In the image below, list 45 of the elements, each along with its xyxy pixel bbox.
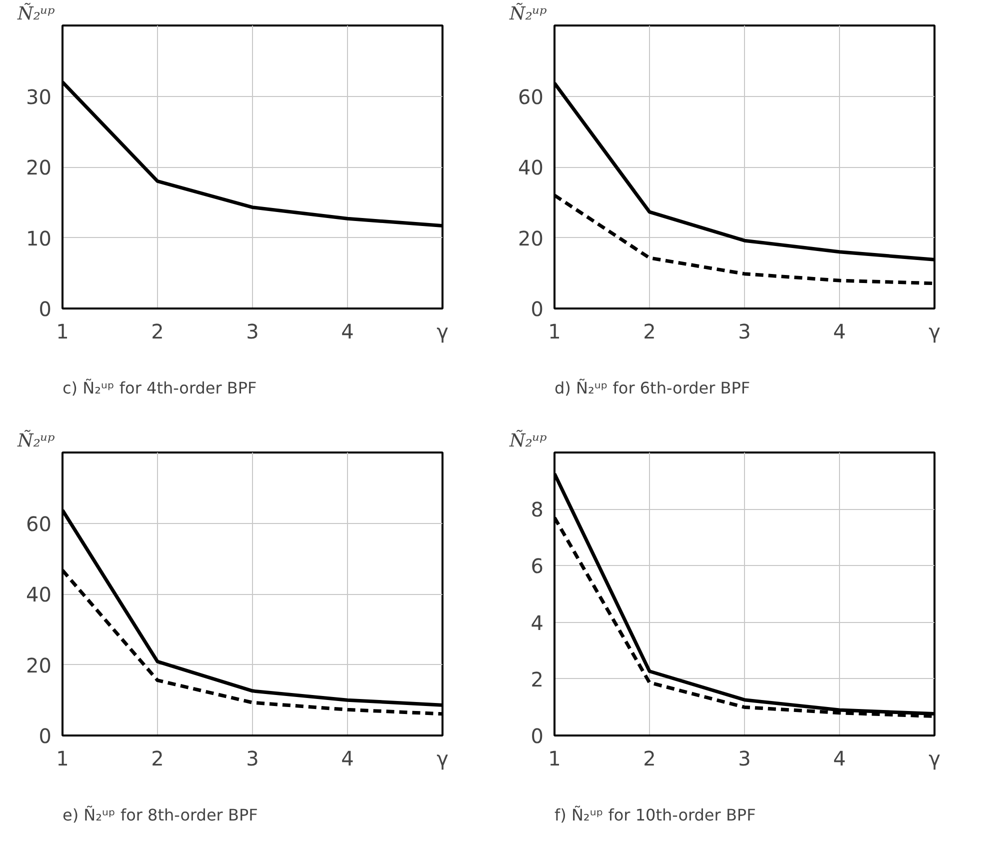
y-tick-label: 60	[26, 512, 52, 536]
text: f) Ñ₂ᵘᵖ for 10th-order BPF	[554, 806, 756, 824]
y-tick-label: 20	[26, 156, 52, 180]
x-axis-title: γ	[436, 746, 449, 770]
y-tick-label: 40	[518, 156, 544, 180]
x-tick-label: 3	[738, 746, 751, 770]
x-tick-label: 2	[151, 746, 164, 770]
x-tick-label: 4	[833, 320, 846, 344]
y-axis-title: Ñ₂ᵘᵖ	[16, 2, 55, 24]
x-tick-label: 2	[643, 320, 656, 344]
x-tick-label: 1	[548, 320, 561, 344]
x-axis-title: γ	[928, 746, 941, 770]
x-tick-label: 2	[151, 320, 164, 344]
x-axis-title: γ	[928, 320, 941, 344]
x-tick-label: 1	[548, 746, 561, 770]
y-tick-label: 0	[38, 297, 52, 321]
y-axis-title: Ñ₂ᵘᵖ	[508, 430, 547, 452]
y-tick-label: 30	[26, 84, 52, 109]
x-tick-label: 4	[341, 320, 354, 344]
x-tick-label: 2	[643, 746, 656, 770]
x-tick-label: 4	[833, 746, 846, 770]
x-tick-label: 3	[246, 746, 259, 770]
y-tick-label: 20	[518, 226, 544, 250]
y-tick-label: 2	[530, 667, 544, 692]
y-axis-title: Ñ₂ᵘᵖ	[508, 2, 547, 24]
y-axis-title: Ñ₂ᵘᵖ	[16, 430, 55, 452]
y-tick-label: 40	[26, 582, 52, 606]
y-tick-label: 0	[530, 724, 544, 748]
y-tick-label: 6	[530, 554, 544, 578]
text: e) Ñ₂ᵘᵖ for 8th-order BPF	[62, 806, 258, 824]
x-tick-label: 3	[246, 320, 259, 344]
x-tick-label: 3	[738, 320, 751, 344]
x-axis-title: γ	[436, 320, 449, 344]
text: c) Ñ₂ᵘᵖ for 4th-order BPF	[62, 378, 257, 398]
y-tick-label: 8	[530, 498, 544, 522]
x-tick-label: 4	[341, 746, 354, 770]
y-tick-label: 0	[530, 297, 544, 321]
y-tick-label: 4	[530, 610, 544, 635]
text: d) Ñ₂ᵘᵖ for 6th-order BPF	[554, 378, 750, 398]
y-tick-label: 20	[26, 653, 52, 678]
y-tick-label: 10	[26, 226, 52, 250]
x-tick-label: 1	[56, 746, 69, 770]
y-tick-label: 60	[518, 84, 544, 109]
y-tick-label: 0	[38, 724, 52, 748]
x-tick-label: 1	[56, 320, 69, 344]
